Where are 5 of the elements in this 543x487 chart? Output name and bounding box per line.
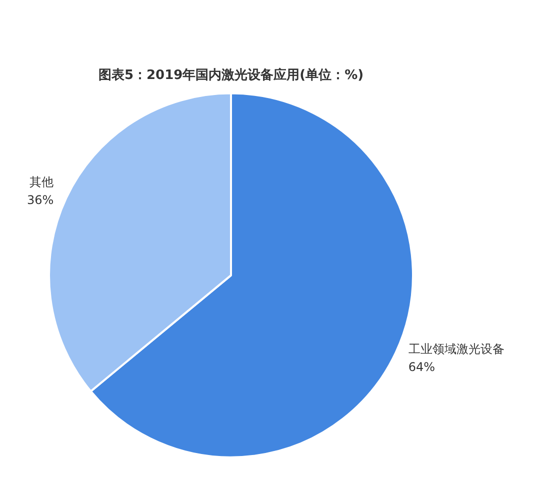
data-label: 64% — [408, 360, 436, 374]
slice-label: 其他 — [30, 174, 54, 189]
chart-title: 图表5：2019年国内激光设备应用(单位：%) — [98, 67, 364, 84]
slice-label: 工业领域激光设备 — [408, 342, 504, 356]
data-label: 36% — [26, 192, 54, 207]
